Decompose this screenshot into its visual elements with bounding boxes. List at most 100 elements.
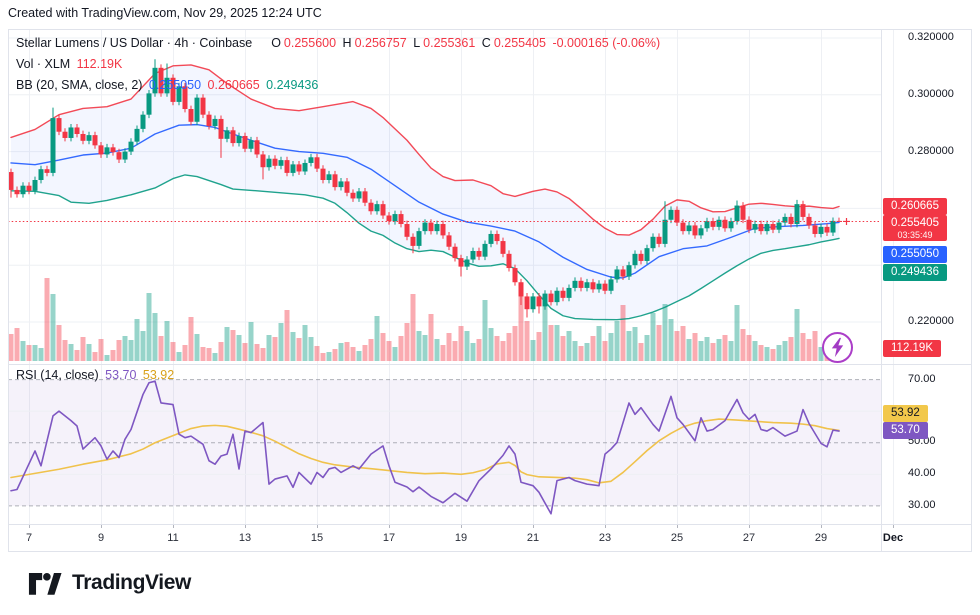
volume-bar xyxy=(470,343,476,361)
candle-body xyxy=(422,222,428,232)
candle-body xyxy=(554,290,560,303)
volume-bar xyxy=(32,345,38,361)
candle-body xyxy=(320,168,326,180)
bb-title: BB (20, SMA, close, 2) xyxy=(16,78,143,92)
candle-body xyxy=(122,151,128,160)
candle-body xyxy=(734,205,740,222)
volume-bar xyxy=(368,339,374,361)
rsi-line xyxy=(10,380,840,515)
volume-bar xyxy=(620,305,626,361)
volume-bar xyxy=(578,346,584,361)
axis-badge-volume: 112.19K xyxy=(883,339,941,357)
volume-bar xyxy=(284,310,290,361)
time-axis-label: 15 xyxy=(310,532,324,544)
countdown-timer: 03:35:49 xyxy=(897,230,933,240)
candle-body xyxy=(824,226,830,233)
candle-body xyxy=(470,251,476,260)
volume-bar xyxy=(662,304,668,361)
axis-label: 40.00 xyxy=(908,466,936,479)
legend-rsi-row[interactable]: RSI (14, close) 53.70 53.92 xyxy=(16,368,177,382)
candle-body xyxy=(164,77,170,94)
candle-body xyxy=(524,296,530,310)
volume-bar xyxy=(374,316,380,361)
candle-body xyxy=(830,220,836,233)
candle-body xyxy=(332,174,338,188)
legend-volume-row[interactable]: Vol · XLM 112.19K xyxy=(16,57,125,71)
volume-bar xyxy=(638,343,644,361)
volume-bar xyxy=(602,341,608,361)
time-axis-label: 25 xyxy=(670,532,684,544)
volume-bar xyxy=(536,332,542,361)
volume-bar xyxy=(758,345,764,361)
flash-boost-button[interactable] xyxy=(822,332,853,363)
volume-bar xyxy=(176,352,182,361)
time-axis-label: 11 xyxy=(167,532,179,544)
candle-body xyxy=(764,224,770,232)
candle-body xyxy=(722,219,728,229)
candle-body xyxy=(572,280,578,288)
volume-bar xyxy=(674,331,680,361)
candle-body xyxy=(368,202,374,212)
axis-badge-bb-upper: 0.260665 xyxy=(883,197,947,215)
candle-body xyxy=(482,243,488,257)
bb-basis-line xyxy=(10,123,840,279)
candle-body xyxy=(116,152,122,160)
axis-badge-bb-lower: 0.249436 xyxy=(883,263,947,281)
candle-body xyxy=(104,147,110,155)
volume-bar xyxy=(290,332,296,361)
candle-body xyxy=(20,185,26,195)
candle-body xyxy=(464,259,470,267)
legend-bb-row[interactable]: BB (20, SMA, close, 2) 0.255050 0.260665… xyxy=(16,78,321,92)
candle-body xyxy=(50,118,56,173)
candle-body xyxy=(128,141,134,152)
candle-body xyxy=(686,225,692,232)
volume-bar xyxy=(278,323,284,361)
change-value: -0.000165 (-0.06%) xyxy=(552,36,661,50)
volume-bar xyxy=(566,331,572,361)
volume-bar xyxy=(128,340,134,361)
volume-bar xyxy=(788,337,794,361)
volume-bar xyxy=(320,353,326,361)
candle-body xyxy=(836,220,842,222)
volume-bar xyxy=(56,325,62,361)
volume-bar xyxy=(110,350,116,361)
candle-body xyxy=(68,127,74,138)
volume-bar xyxy=(512,326,518,361)
candle-body xyxy=(644,248,650,261)
chart-frame xyxy=(8,29,972,552)
candle-body xyxy=(356,191,362,199)
volume-bar xyxy=(530,340,536,361)
volume-bar xyxy=(134,319,140,361)
volume-bar xyxy=(728,341,734,361)
volume-bar xyxy=(770,349,776,361)
candle-body xyxy=(620,269,626,277)
candle-body xyxy=(812,225,818,234)
legend-symbol-row[interactable]: Stellar Lumens / US Dollar · 4h · Coinba… xyxy=(16,36,663,50)
candle-body xyxy=(374,204,380,212)
time-axis-label: 23 xyxy=(598,532,612,544)
candle-body xyxy=(512,268,518,283)
volume-bar xyxy=(506,333,512,361)
volume-bar xyxy=(314,346,320,361)
volume-bar xyxy=(632,327,638,361)
volume-bar xyxy=(146,293,152,361)
time-axis-label: Dec xyxy=(882,532,904,544)
volume-bar xyxy=(806,339,812,361)
candle-body xyxy=(782,216,788,223)
candle-body xyxy=(440,224,446,236)
volume-bar xyxy=(38,348,44,361)
candle-body xyxy=(206,114,212,127)
volume-bar xyxy=(272,337,278,361)
volume-bar xyxy=(260,348,266,361)
candle-body xyxy=(548,293,554,303)
candle-body xyxy=(38,169,44,180)
candle-body xyxy=(236,135,242,144)
volume-bar xyxy=(104,355,110,361)
volume-bar xyxy=(668,319,674,361)
candle-body xyxy=(416,231,422,246)
volume-bar xyxy=(428,314,434,361)
open-value: 0.255600 xyxy=(283,36,337,50)
tradingview-logo[interactable]: TradingView xyxy=(28,568,191,597)
candle-body xyxy=(500,241,506,254)
